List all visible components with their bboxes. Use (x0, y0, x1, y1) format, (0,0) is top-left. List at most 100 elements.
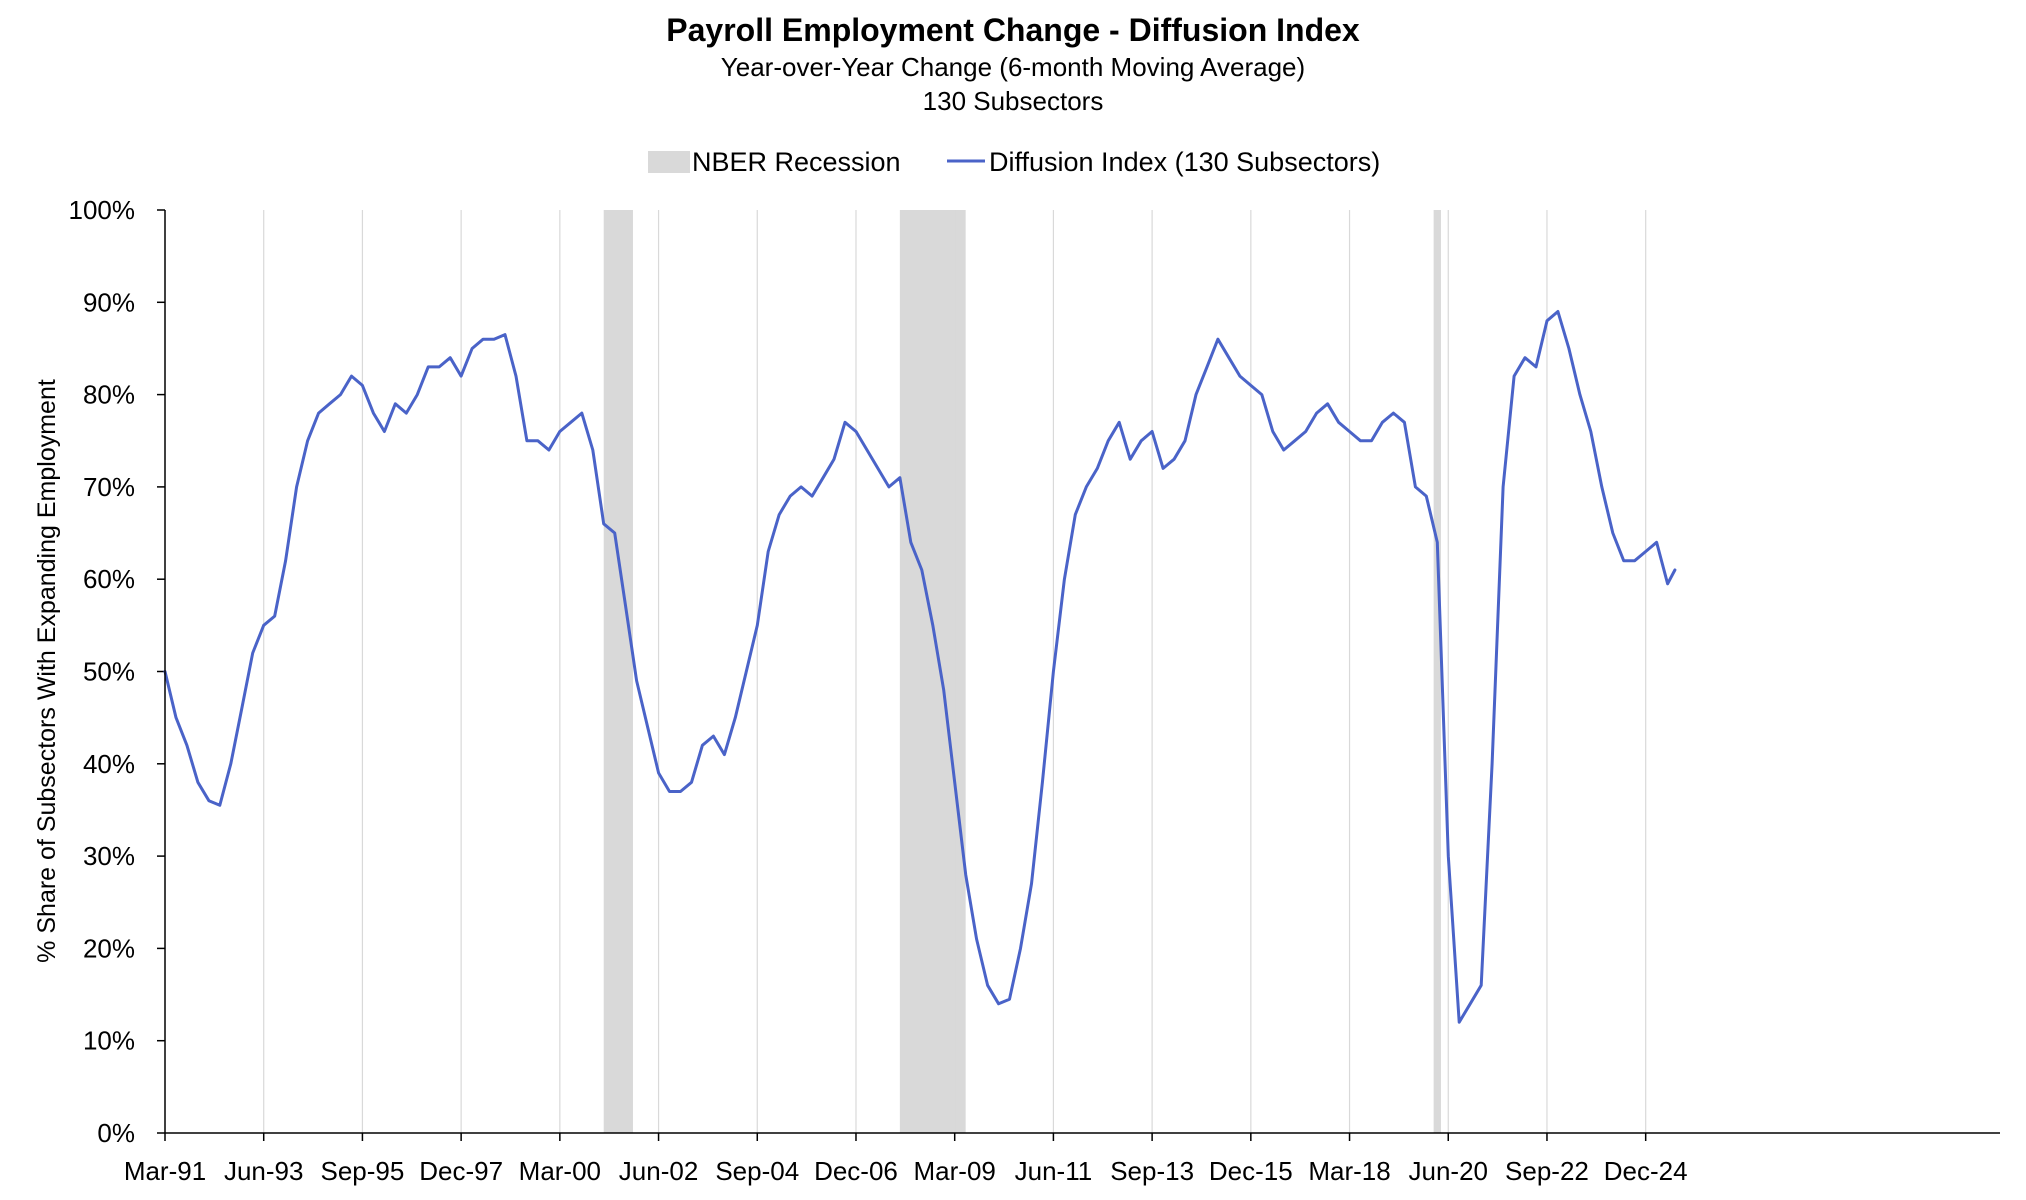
data-point-Jun-99 (526, 440, 527, 441)
data-point-Sep-18 (1371, 440, 1372, 441)
data-point-Dec-09 (987, 985, 988, 986)
data-point-Jun-20 (1448, 856, 1449, 857)
data-point-Sep-09 (976, 939, 977, 940)
data-point-Dec-97 (461, 376, 462, 377)
x-tick-label: Dec-06 (814, 1156, 898, 1186)
data-point-Sep-99 (537, 440, 538, 441)
data-point-Mar-24 (1612, 532, 1613, 533)
data-point-Jun-01 (614, 532, 615, 533)
data-point-Dec-03 (724, 754, 725, 755)
data-point-Jun-97 (439, 366, 440, 367)
data-point-Mar-09 (954, 782, 955, 783)
data-point-Sep-95 (362, 385, 363, 386)
data-point-Mar-03 (691, 782, 692, 783)
data-point-Sep-91 (186, 745, 187, 746)
data-point-Sep-22 (1546, 320, 1547, 321)
data-point-Mar-04 (735, 717, 736, 718)
x-tick-label: Jun-93 (224, 1156, 304, 1186)
data-point-Jun-19 (1404, 422, 1405, 423)
recession-band-2 (899, 210, 966, 1133)
data-point-Dec-92 (241, 708, 242, 709)
data-point-Jun-21 (1492, 763, 1493, 764)
data-point-Dec-16 (1294, 440, 1295, 441)
data-point-Sep-92 (230, 763, 231, 764)
data-point-Dec-04 (768, 551, 769, 552)
data-point-Jun-22 (1535, 366, 1536, 367)
data-point-Mar-98 (472, 348, 473, 349)
data-point-Dec-93 (285, 560, 286, 561)
data-point-Jun-17 (1316, 413, 1317, 414)
data-point-Sep-02 (669, 791, 670, 792)
data-point-Sep-00 (581, 413, 582, 414)
chart-subtitle-line-2: 130 Subsectors (923, 86, 1104, 116)
series-layer (163, 310, 1677, 1024)
data-point-Mar-06 (823, 477, 824, 478)
recession-bands (603, 210, 1441, 1133)
data-point-Dec-05 (812, 496, 813, 497)
data-point-Sep-17 (1327, 403, 1328, 404)
x-tick-label: Mar-00 (519, 1156, 601, 1186)
y-tick-label: 20% (83, 933, 135, 963)
data-point-Dec-10 (1031, 883, 1032, 884)
data-point-Dec-14 (1206, 366, 1207, 367)
data-point-Mar-99 (515, 376, 516, 377)
data-point-Mar-16 (1261, 394, 1262, 395)
data-point-Sep-11 (1064, 579, 1065, 580)
data-point-Mar-13 (1130, 459, 1131, 460)
data-point-Jun-11 (1053, 671, 1054, 672)
data-point-Jun-03 (702, 745, 703, 746)
x-tick-label: Jun-20 (1409, 1156, 1489, 1186)
x-tick-label: Jun-11 (1015, 1156, 1093, 1186)
data-point-Jun-93 (263, 625, 264, 626)
data-point-Dec-06 (855, 431, 856, 432)
recession-band-3 (1433, 210, 1441, 1133)
data-point-Mar-10 (998, 1003, 999, 1004)
x-tick-label: Sep-22 (1505, 1156, 1589, 1186)
data-point-Jun-15 (1228, 357, 1229, 358)
data-point-Sep-01 (625, 606, 626, 607)
y-tick-label: 10% (83, 1026, 135, 1056)
x-tick-label: Dec-97 (419, 1156, 503, 1186)
data-point-Mar-18 (1349, 431, 1350, 432)
data-point-Sep-97 (450, 357, 451, 358)
data-point-Sep-24 (1634, 560, 1635, 561)
data-point-Jun-12 (1097, 468, 1098, 469)
data-point-Dec-11 (1075, 514, 1076, 515)
data-point-Mar-14 (1174, 459, 1175, 460)
data-point-Jun-94 (307, 440, 308, 441)
data-point-Mar-22 (1524, 357, 1525, 358)
data-point-Jun-14 (1184, 440, 1185, 441)
data-point-Jun-96 (395, 403, 396, 404)
data-point-Jun-06 (833, 459, 834, 460)
data-point-Dec-02 (680, 791, 681, 792)
data-point-Dec-20 (1470, 1003, 1471, 1004)
data-point-Jun-25 (1667, 583, 1668, 584)
data-point-Dec-17 (1338, 422, 1339, 423)
data-point-Dec-98 (504, 334, 505, 335)
data-point-Jun-08 (921, 569, 922, 570)
data-point-Sep-05 (801, 486, 802, 487)
data-point-Dec-21 (1514, 376, 1515, 377)
data-point-Jun-10 (1009, 999, 1010, 1000)
data-point-Sep-96 (406, 413, 407, 414)
data-point-Dec-15 (1250, 385, 1251, 386)
data-point-Sep-03 (713, 736, 714, 737)
data-point-Dec-23 (1601, 486, 1602, 487)
data-point-Dec-00 (592, 449, 593, 450)
data-point-Dec-99 (548, 449, 549, 450)
legend: NBER Recession Diffusion Index (130 Subs… (648, 147, 1380, 177)
data-point-Aug-25 (1674, 569, 1675, 570)
data-point-Jun-07 (877, 468, 878, 469)
data-point-Jun-09 (965, 874, 966, 875)
y-tick-label: 60% (83, 564, 135, 594)
data-point-Mar-21 (1481, 985, 1482, 986)
recession-band-1 (603, 210, 633, 1133)
data-point-Dec-91 (197, 782, 198, 783)
x-tick-label: Mar-09 (914, 1156, 996, 1186)
data-point-Sep-14 (1195, 394, 1196, 395)
x-tick-label: Dec-24 (1604, 1156, 1688, 1186)
data-point-Sep-19 (1415, 486, 1416, 487)
data-point-Mar-19 (1393, 413, 1394, 414)
data-point-Sep-08 (932, 625, 933, 626)
x-tick-label: Dec-15 (1209, 1156, 1293, 1186)
